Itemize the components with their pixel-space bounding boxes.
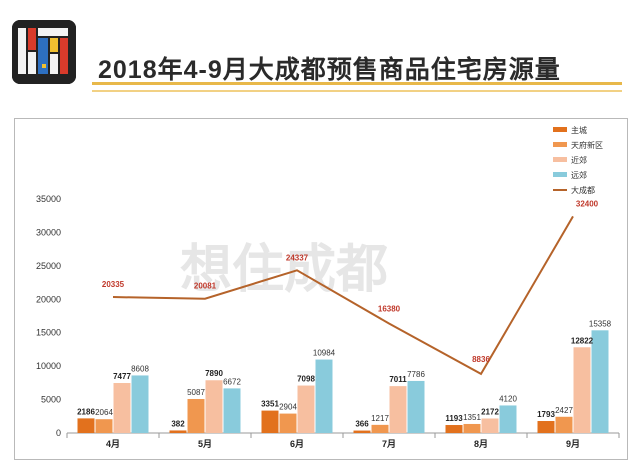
x-tick-label: 6月 [290,439,304,449]
bar-value-label: 1217 [371,414,389,423]
y-tick-label: 35000 [36,194,61,204]
chart-canvas: 想住成都 0 5000 10000 15000 20000 25000 30000 35000… [36,125,620,449]
bar [481,418,499,433]
bar-value-label: 382 [171,419,185,428]
line-value-label: 8836 [472,355,490,364]
y-tick-label: 25000 [36,261,61,271]
bar [297,385,315,433]
legend-label: 大成都 [571,185,595,195]
legend-swatch [553,127,567,132]
bar [591,330,609,433]
y-tick-label: 0 [56,428,61,438]
brand-logo [12,20,76,84]
x-tick-label: 4月 [106,439,120,449]
y-tick-label: 5000 [41,395,61,405]
title-underline [92,82,622,85]
bar [353,430,371,433]
watermark-text: 想住成都 [180,240,388,300]
legend-label: 主城 [571,125,587,135]
legend-label: 天府新区 [571,140,603,150]
bar-value-label: 2904 [279,403,297,412]
bar-value-label: 366 [355,420,369,429]
bar [537,421,555,433]
line-value-label: 20335 [102,280,125,289]
brand-logo-graphic [12,20,76,84]
bar [315,359,333,433]
bar-value-label: 2186 [77,407,95,416]
bar [499,405,517,433]
bar [555,416,573,433]
bar-value-label: 7098 [297,375,315,384]
legend-swatch [553,157,567,162]
header: 2018年4-9月大成都预售商品住宅房源量 [0,0,640,108]
bar [169,430,187,433]
y-tick-label: 30000 [36,227,61,237]
bar-value-label: 8608 [131,364,149,373]
bar [77,418,95,433]
x-tick-label: 9月 [566,439,580,449]
legend-swatch [553,142,567,147]
bar-value-label: 1193 [445,414,463,423]
legend-label: 近郊 [571,155,587,165]
bar-value-label: 3351 [261,400,279,409]
bar-value-label: 6672 [223,377,241,386]
title-underline-secondary [92,90,622,92]
legend-swatch [553,172,567,177]
line-series-path [112,215,574,376]
bar-value-label: 15358 [589,319,612,328]
x-tick-label: 7月 [382,439,396,449]
bar [223,388,241,433]
bar [95,419,113,433]
line-value-label: 32400 [576,199,599,208]
bar [371,424,389,433]
bar-value-label: 7786 [407,370,425,379]
line-value-label: 24337 [286,253,309,262]
bar-value-label: 7890 [205,369,223,378]
bar-value-label: 7011 [389,375,407,384]
bar-value-label: 4120 [499,394,517,403]
line-value-label: 20081 [194,282,217,291]
bar [389,386,407,433]
legend-label: 远郊 [571,170,587,180]
x-tick-label: 5月 [198,439,212,449]
line-value-label: 16380 [378,304,401,313]
chart-panel: 想住成都 0 5000 10000 15000 20000 25000 30000 35000… [14,118,628,460]
bar [261,410,279,433]
x-tick-label: 8月 [474,439,488,449]
bar [279,413,297,433]
y-tick-label: 10000 [36,361,61,371]
bar-value-label: 7477 [113,372,131,381]
y-tick-label: 20000 [36,294,61,304]
bar [407,380,425,433]
bar [131,375,149,433]
bar [113,383,131,433]
bar-value-label: 2427 [555,406,573,415]
bar-value-label: 2172 [481,407,499,416]
page-title: 2018年4-9月大成都预售商品住宅房源量 [98,56,561,84]
bar [573,347,591,433]
bar [187,398,205,433]
y-tick-label: 15000 [36,328,61,338]
bar [463,423,481,433]
bar-value-label: 1351 [463,413,481,422]
bar-value-label: 10984 [313,349,336,358]
bar-value-label: 1793 [537,410,555,419]
bar [445,425,463,433]
bar [205,380,223,433]
bar-value-label: 5087 [187,388,205,397]
bar-value-label: 2064 [95,408,113,417]
bar-value-label: 12822 [571,336,594,345]
